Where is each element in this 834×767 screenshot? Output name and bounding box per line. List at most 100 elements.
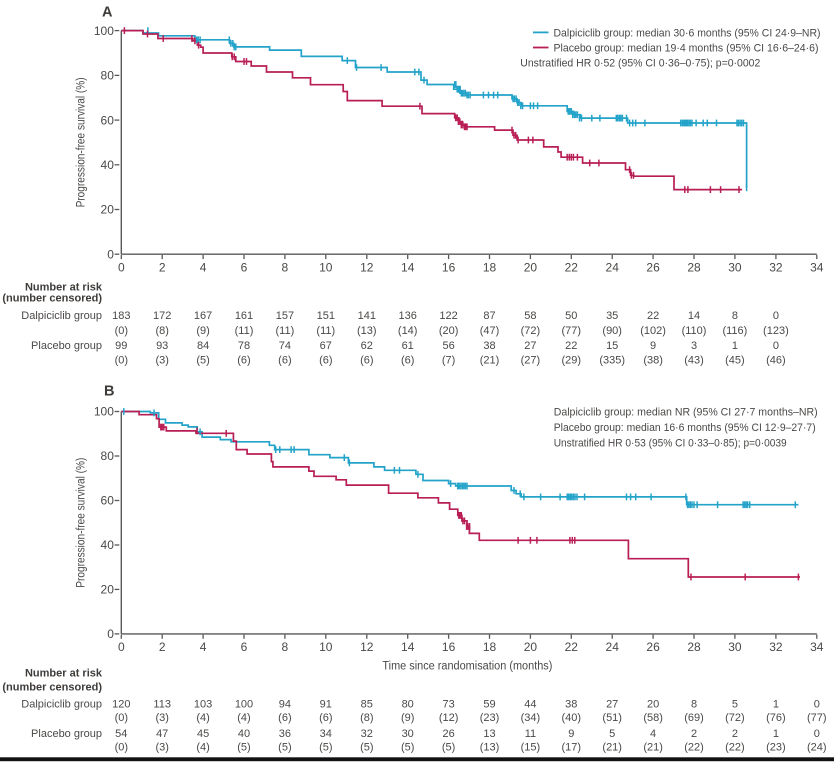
svg-text:Number at risk: Number at risk: [25, 281, 103, 293]
svg-text:20: 20: [101, 583, 115, 597]
svg-text:73: 73: [442, 699, 454, 711]
svg-text:16: 16: [442, 261, 456, 275]
svg-text:(6): (6): [278, 355, 291, 367]
svg-text:Dalpiciclib group: Dalpiciclib group: [21, 699, 102, 711]
svg-text:58: 58: [524, 310, 536, 322]
svg-text:15: 15: [606, 340, 618, 352]
svg-text:(6): (6): [319, 712, 332, 724]
svg-text:(9): (9): [196, 325, 209, 337]
svg-text:(12): (12): [439, 712, 459, 724]
svg-text:0: 0: [118, 261, 125, 275]
svg-text:Dalpiciclib group: median NR (: Dalpiciclib group: median NR (95% CI 27·…: [554, 406, 818, 418]
svg-text:0: 0: [773, 310, 779, 322]
svg-text:78: 78: [238, 340, 250, 352]
svg-text:80: 80: [402, 699, 414, 711]
svg-text:24: 24: [606, 261, 620, 275]
svg-text:(5): (5): [196, 355, 209, 367]
svg-text:(77): (77): [807, 712, 827, 724]
svg-text:157: 157: [276, 310, 294, 322]
svg-text:183: 183: [112, 310, 130, 322]
svg-text:(7): (7): [442, 355, 455, 367]
svg-text:5: 5: [732, 699, 738, 711]
svg-text:(116): (116): [722, 325, 747, 337]
svg-text:27: 27: [524, 340, 536, 352]
svg-text:(21): (21): [602, 742, 622, 754]
svg-text:44: 44: [524, 699, 536, 711]
svg-text:(17): (17): [562, 742, 582, 754]
svg-text:1: 1: [732, 340, 738, 352]
svg-text:87: 87: [483, 310, 495, 322]
svg-text:(11): (11): [235, 325, 254, 337]
svg-text:32: 32: [769, 261, 783, 275]
svg-text:(14): (14): [398, 325, 418, 337]
svg-text:0: 0: [814, 728, 820, 740]
svg-text:A: A: [102, 5, 113, 21]
svg-text:18: 18: [483, 261, 497, 275]
svg-text:(22): (22): [725, 742, 745, 754]
svg-text:(6): (6): [401, 355, 414, 367]
svg-text:18: 18: [483, 640, 497, 654]
svg-text:40: 40: [101, 158, 115, 172]
svg-text:4: 4: [200, 261, 207, 275]
svg-text:0: 0: [107, 627, 114, 641]
svg-text:28: 28: [687, 261, 701, 275]
svg-text:(5): (5): [237, 742, 250, 754]
svg-text:Progression-free survival (%): Progression-free survival (%): [76, 77, 88, 207]
svg-text:22: 22: [565, 640, 579, 654]
svg-text:172: 172: [153, 310, 171, 322]
svg-text:6: 6: [241, 261, 248, 275]
svg-text:22: 22: [647, 310, 659, 322]
svg-text:62: 62: [361, 340, 373, 352]
svg-text:(4): (4): [196, 742, 209, 754]
svg-text:Placebo group: median 19·4 mon: Placebo group: median 19·4 months (95% C…: [554, 43, 819, 55]
svg-text:120: 120: [112, 699, 130, 711]
svg-text:(13): (13): [480, 742, 500, 754]
svg-text:(5): (5): [401, 742, 414, 754]
svg-text:(51): (51): [602, 712, 622, 724]
svg-text:32: 32: [769, 640, 783, 654]
svg-text:14: 14: [688, 310, 700, 322]
svg-text:27: 27: [606, 699, 618, 711]
svg-text:Time since randomisation (mont: Time since randomisation (months): [382, 661, 552, 673]
svg-text:11: 11: [525, 728, 536, 740]
svg-text:(38): (38): [643, 355, 663, 367]
svg-text:20: 20: [647, 699, 659, 711]
svg-text:2: 2: [732, 728, 738, 740]
svg-text:30: 30: [728, 640, 742, 654]
svg-text:94: 94: [279, 699, 291, 711]
svg-text:(5): (5): [442, 742, 455, 754]
svg-text:(72): (72): [725, 712, 745, 724]
svg-text:36: 36: [279, 728, 291, 740]
svg-text:100: 100: [94, 405, 114, 419]
svg-text:34: 34: [810, 261, 824, 275]
svg-text:(90): (90): [602, 325, 622, 337]
svg-text:(5): (5): [278, 742, 291, 754]
svg-text:(123): (123): [763, 325, 789, 337]
svg-text:1: 1: [773, 728, 779, 740]
svg-text:26: 26: [442, 728, 454, 740]
svg-text:(21): (21): [643, 742, 663, 754]
svg-text:40: 40: [238, 728, 250, 740]
svg-text:8: 8: [732, 310, 738, 322]
svg-text:(5): (5): [360, 742, 373, 754]
svg-text:60: 60: [101, 494, 115, 508]
svg-text:(0): (0): [115, 712, 128, 724]
svg-text:80: 80: [101, 449, 115, 463]
svg-text:(6): (6): [319, 355, 332, 367]
svg-text:(0): (0): [115, 742, 128, 754]
svg-text:9: 9: [650, 340, 656, 352]
svg-text:Dalpiciclib group: median 30·6: Dalpiciclib group: median 30·6 months (9…: [554, 27, 821, 39]
svg-text:(27): (27): [521, 355, 541, 367]
svg-text:2: 2: [691, 728, 697, 740]
svg-text:74: 74: [279, 340, 291, 352]
svg-text:(number censored): (number censored): [2, 682, 102, 694]
svg-text:Unstratified HR 0·52 (95% CI 0: Unstratified HR 0·52 (95% CI 0·36–0·75);…: [520, 58, 760, 70]
svg-text:8: 8: [282, 640, 289, 654]
svg-text:3: 3: [691, 340, 697, 352]
svg-text:4: 4: [200, 640, 207, 654]
svg-text:26: 26: [646, 640, 660, 654]
svg-text:6: 6: [241, 640, 248, 654]
svg-text:(46): (46): [766, 355, 786, 367]
svg-text:9: 9: [568, 728, 574, 740]
svg-text:45: 45: [197, 728, 209, 740]
